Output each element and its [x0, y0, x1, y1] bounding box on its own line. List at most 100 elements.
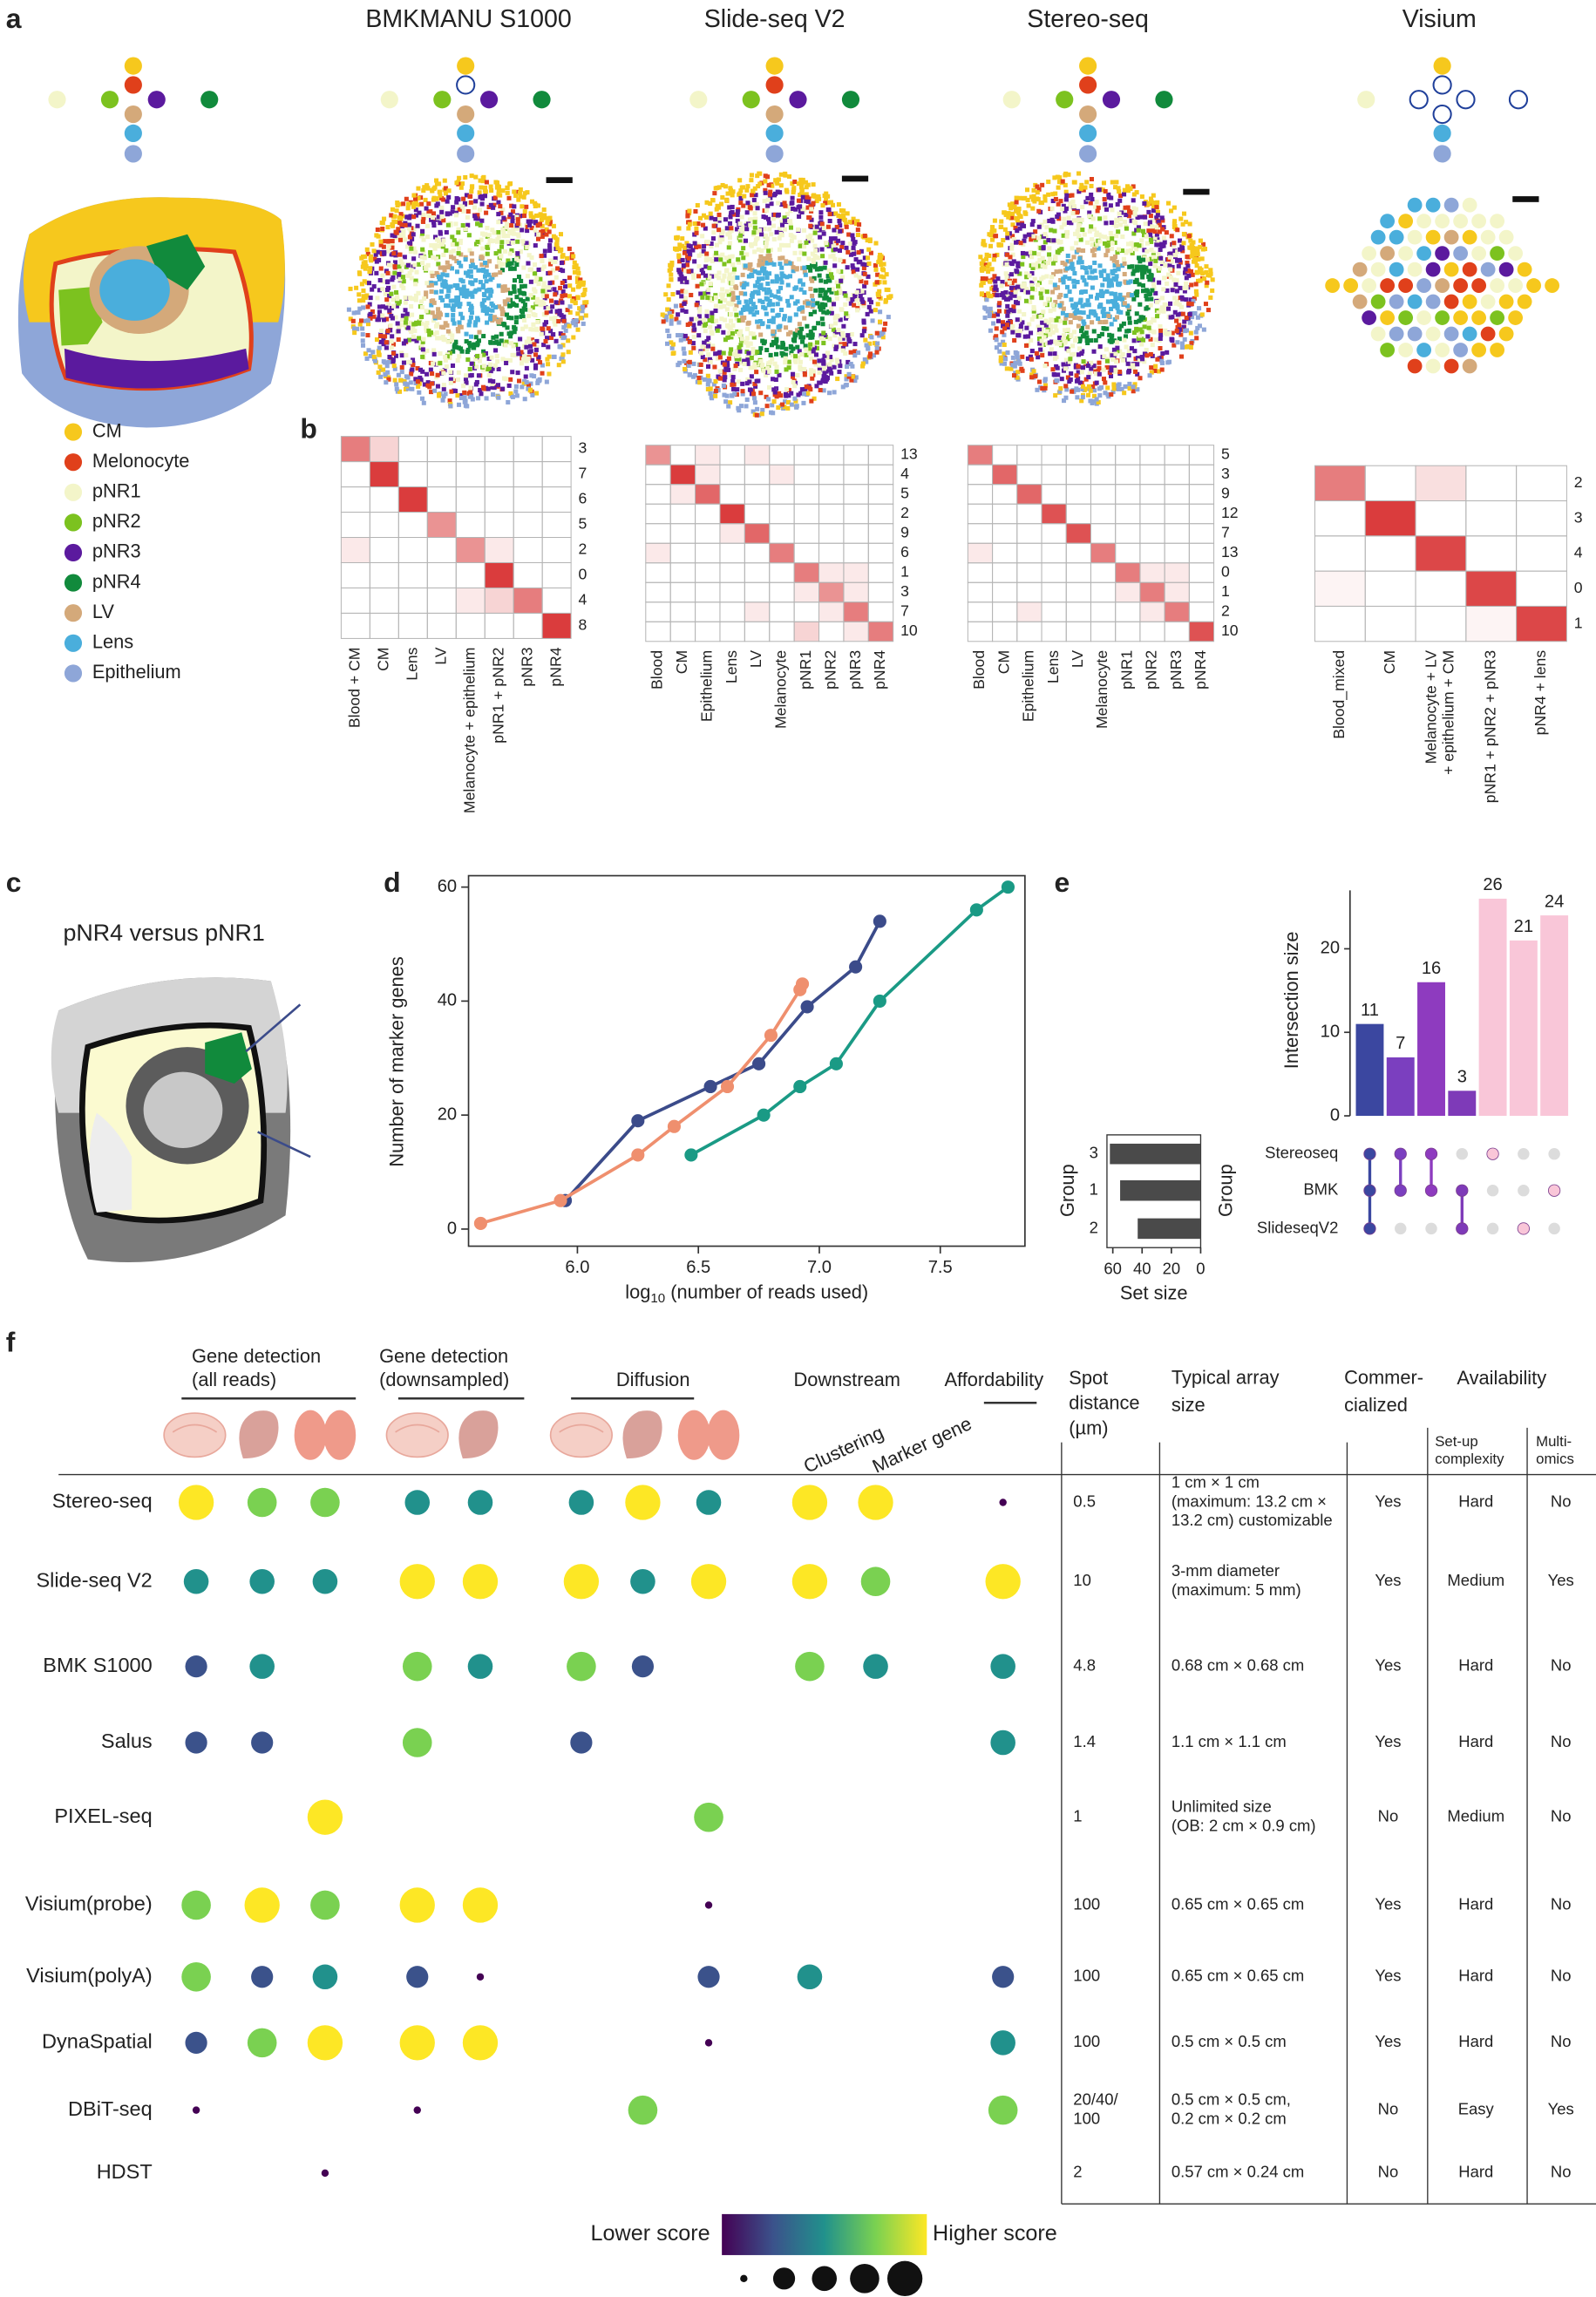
spot	[709, 241, 714, 246]
spot	[1146, 325, 1151, 330]
spot	[1109, 373, 1114, 378]
spot	[390, 245, 395, 250]
spot	[431, 195, 437, 200]
spot	[1144, 353, 1150, 358]
spot	[398, 212, 404, 217]
key-dot	[789, 91, 807, 109]
spot	[1159, 305, 1165, 310]
spot	[1203, 302, 1208, 307]
spot	[571, 296, 576, 301]
spot	[752, 305, 757, 310]
spot	[804, 347, 809, 352]
spot	[468, 334, 474, 339]
spot	[1193, 282, 1199, 287]
spot	[380, 273, 385, 278]
spot	[691, 275, 696, 280]
spot	[1104, 319, 1109, 324]
spot	[1160, 351, 1165, 357]
spot	[413, 249, 418, 255]
spot	[367, 269, 372, 275]
spot	[683, 309, 689, 314]
spot	[792, 338, 798, 343]
spot	[791, 268, 796, 274]
spot	[829, 370, 834, 376]
spot	[488, 369, 493, 374]
spot	[1030, 197, 1036, 202]
spot	[1015, 284, 1021, 289]
spot	[824, 295, 829, 300]
spot	[1070, 193, 1075, 198]
spot	[374, 259, 379, 264]
spot	[436, 275, 442, 280]
spot	[520, 384, 525, 390]
spot	[736, 405, 741, 411]
spot	[528, 211, 533, 216]
spot	[1011, 309, 1016, 314]
spot	[530, 337, 535, 343]
spot	[451, 317, 456, 323]
spot	[810, 238, 815, 243]
spot	[1046, 320, 1051, 325]
spot	[742, 194, 747, 199]
spot	[753, 384, 758, 389]
spot	[391, 364, 397, 369]
spot	[1114, 180, 1119, 185]
spot	[483, 350, 488, 357]
spot	[444, 303, 449, 309]
spot	[846, 374, 852, 379]
spot	[468, 274, 473, 279]
spot	[1011, 373, 1017, 378]
spot	[1037, 327, 1042, 332]
spot	[481, 386, 486, 391]
legend-swatch	[64, 604, 83, 622]
spot	[792, 180, 798, 185]
spot	[1193, 289, 1199, 294]
spot	[1093, 369, 1098, 374]
spot	[1099, 273, 1104, 278]
spot	[777, 327, 782, 332]
spot	[1097, 263, 1103, 268]
spot	[737, 191, 743, 196]
spot	[997, 301, 1002, 306]
spot	[397, 264, 402, 269]
spot	[800, 282, 805, 287]
spot	[429, 381, 435, 386]
spot	[1140, 270, 1145, 275]
spot	[771, 262, 777, 267]
spot	[1013, 360, 1018, 365]
spot	[1112, 268, 1117, 273]
spot	[809, 356, 814, 361]
spot	[1106, 279, 1111, 284]
spot	[806, 256, 812, 262]
spot	[1054, 317, 1059, 323]
spot	[843, 293, 848, 298]
spot	[748, 222, 753, 228]
spot	[836, 213, 841, 218]
spot	[752, 225, 757, 230]
spot	[838, 258, 843, 263]
spot	[1174, 318, 1179, 323]
spot	[499, 331, 504, 336]
spot	[1057, 342, 1063, 347]
spot	[483, 269, 488, 275]
spot	[1061, 362, 1066, 367]
spot	[757, 262, 762, 268]
spot	[546, 306, 551, 311]
spot	[560, 253, 566, 258]
spot	[776, 212, 781, 217]
spot	[862, 357, 867, 362]
spot	[862, 271, 867, 276]
spot	[1029, 282, 1035, 288]
spot	[1096, 205, 1101, 210]
spot	[452, 298, 457, 303]
spot	[547, 281, 553, 286]
spot	[468, 200, 473, 205]
spot	[560, 355, 565, 360]
spot	[445, 354, 450, 359]
spot	[551, 234, 556, 239]
spot	[808, 342, 813, 347]
spot	[999, 361, 1004, 366]
spot	[788, 208, 793, 214]
spot	[465, 222, 471, 228]
key-dot	[456, 75, 476, 95]
